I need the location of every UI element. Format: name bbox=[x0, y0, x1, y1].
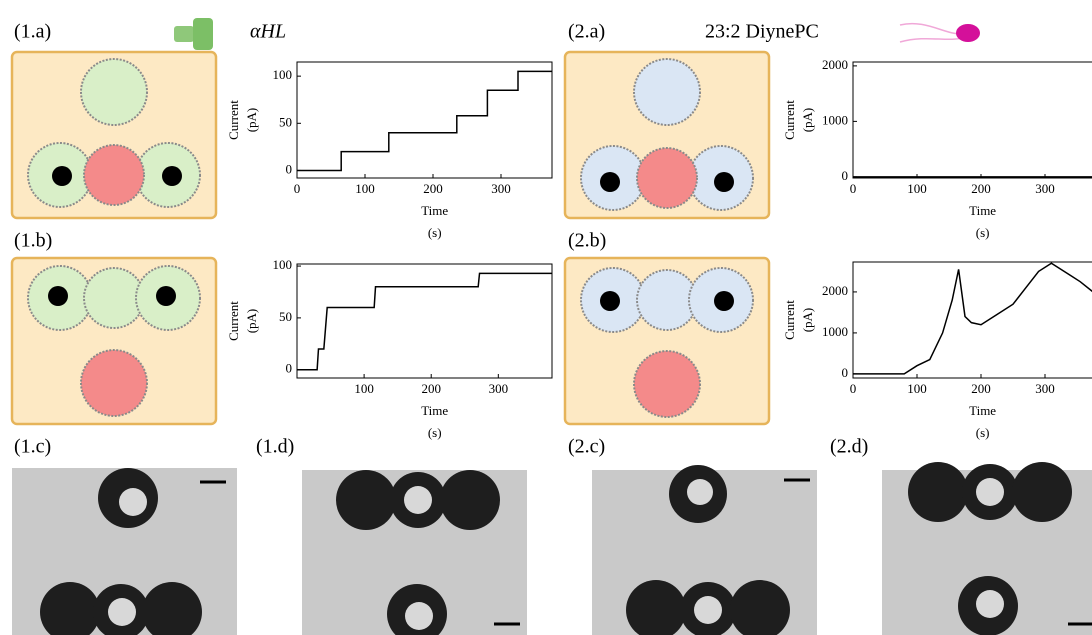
y-tick-label: 0 bbox=[842, 168, 849, 183]
x-axis-label: Time bbox=[969, 203, 996, 218]
schematic bbox=[12, 258, 216, 424]
y-axis-label: Current bbox=[226, 301, 241, 341]
y-axis-label: (pA) bbox=[244, 108, 259, 133]
y-tick-label: 1000 bbox=[822, 112, 848, 127]
trace bbox=[297, 71, 552, 170]
x-axis-label: (s) bbox=[976, 225, 990, 240]
x-axis-label: (s) bbox=[428, 225, 442, 240]
x-tick-label: 200 bbox=[971, 181, 991, 196]
x-axis-label: Time bbox=[421, 203, 448, 218]
micrograph bbox=[302, 470, 527, 635]
y-tick-label: 50 bbox=[279, 309, 292, 324]
x-tick-label: 100 bbox=[355, 181, 375, 196]
y-tick-label: 0 bbox=[286, 361, 293, 376]
panel-label: (2.d) bbox=[830, 436, 868, 458]
micrograph bbox=[592, 465, 817, 635]
x-tick-label: 0 bbox=[850, 381, 857, 396]
y-tick-label: 1000 bbox=[822, 324, 848, 339]
panel-label: (2.c) bbox=[568, 436, 605, 458]
y-tick-label: 0 bbox=[286, 161, 293, 176]
x-axis-label: (s) bbox=[428, 425, 442, 440]
x-tick-label: 0 bbox=[294, 181, 301, 196]
y-axis-label: Current bbox=[782, 300, 797, 340]
x-tick-label: 300 bbox=[489, 381, 509, 396]
y-tick-label: 50 bbox=[279, 114, 292, 129]
plot-frame bbox=[297, 264, 552, 378]
schematic bbox=[565, 258, 769, 424]
panel-label: (2.b) bbox=[568, 230, 606, 252]
y-axis-label: (pA) bbox=[800, 108, 815, 133]
lipid-icon bbox=[900, 24, 980, 42]
x-tick-label: 100 bbox=[907, 381, 927, 396]
y-tick-label: 100 bbox=[273, 67, 293, 82]
plot-frame bbox=[853, 262, 1092, 378]
panel-label: (1.b) bbox=[14, 230, 52, 252]
x-tick-label: 100 bbox=[907, 181, 927, 196]
plot-frame bbox=[297, 62, 552, 178]
legend-protein: αHL bbox=[250, 21, 286, 43]
x-tick-label: 200 bbox=[971, 381, 991, 396]
y-tick-label: 2000 bbox=[822, 57, 848, 72]
figure: (1.a) (1.b) (1.c) (1.d) (2.a) (2.b) (2.c… bbox=[0, 0, 1092, 635]
y-axis-label: Current bbox=[782, 100, 797, 140]
x-tick-label: 200 bbox=[423, 181, 443, 196]
x-tick-label: 300 bbox=[1035, 181, 1055, 196]
x-axis-label: Time bbox=[421, 403, 448, 418]
legend-lipid: 23:2 DiynePC bbox=[705, 21, 819, 43]
plot-frame bbox=[853, 62, 1092, 178]
y-tick-label: 100 bbox=[273, 257, 293, 272]
trace bbox=[297, 273, 552, 369]
panel-label: (1.d) bbox=[256, 436, 294, 458]
panel-label: (1.a) bbox=[14, 21, 51, 43]
y-tick-label: 0 bbox=[842, 365, 849, 380]
protein-icon bbox=[174, 18, 213, 50]
x-tick-label: 100 bbox=[354, 381, 374, 396]
y-axis-label: Current bbox=[226, 100, 241, 140]
schematic bbox=[565, 52, 769, 218]
panel-label: (2.a) bbox=[568, 21, 605, 43]
x-tick-label: 0 bbox=[850, 181, 857, 196]
y-axis-label: (pA) bbox=[244, 309, 259, 334]
trace bbox=[853, 263, 1092, 374]
x-axis-label: Time bbox=[969, 403, 996, 418]
x-tick-label: 200 bbox=[421, 381, 441, 396]
micrograph bbox=[12, 468, 237, 635]
y-axis-label: (pA) bbox=[800, 308, 815, 333]
micrograph bbox=[882, 462, 1092, 635]
x-tick-label: 300 bbox=[491, 181, 511, 196]
panel-label: (1.c) bbox=[14, 436, 51, 458]
x-tick-label: 300 bbox=[1035, 381, 1055, 396]
schematic bbox=[12, 52, 216, 218]
y-tick-label: 2000 bbox=[822, 283, 848, 298]
x-axis-label: (s) bbox=[976, 425, 990, 440]
